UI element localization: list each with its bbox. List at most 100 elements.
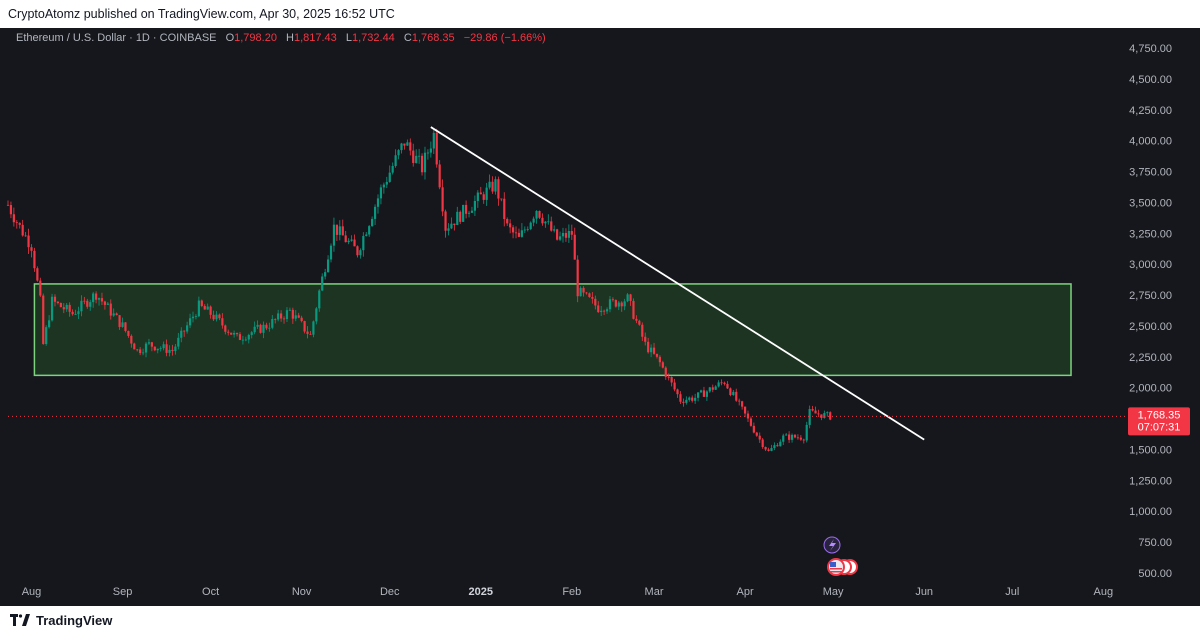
- last-price-tag: [1128, 407, 1190, 436]
- candle-body: [426, 152, 430, 154]
- candle-body: [829, 412, 832, 420]
- candle-body: [717, 382, 720, 387]
- candle-body: [699, 390, 703, 393]
- candle-body: [206, 306, 209, 310]
- lightning-event-icon[interactable]: [823, 536, 841, 554]
- candle-body: [714, 386, 717, 390]
- candle-body: [799, 437, 802, 440]
- candle-body: [761, 439, 764, 447]
- us-flag-event-icon[interactable]: [827, 558, 858, 576]
- candle-body: [603, 310, 606, 312]
- chart-frame[interactable]: Ethereum / U.S. Dollar · 1D · COINBASE O…: [0, 28, 1200, 606]
- candle-body: [476, 192, 479, 201]
- downtrend-line[interactable]: [430, 126, 925, 441]
- candle-body: [456, 211, 459, 226]
- x-tick-label: Nov: [292, 586, 312, 598]
- candle-body: [39, 280, 42, 296]
- candle-body: [415, 155, 418, 163]
- candle-body: [561, 232, 565, 237]
- x-tick-label: Oct: [202, 586, 219, 598]
- y-tick-label: 500.00: [1138, 568, 1172, 580]
- candle-body: [341, 226, 344, 236]
- candle-body: [817, 413, 820, 415]
- candle-body: [362, 235, 365, 251]
- candle-body: [500, 198, 503, 200]
- candle-body: [197, 300, 200, 317]
- candle-body: [212, 314, 215, 320]
- candle-body: [338, 226, 341, 235]
- candle-body: [180, 330, 183, 338]
- high-value: 1,817.43: [293, 32, 337, 44]
- candle-body: [556, 229, 559, 240]
- price-chart[interactable]: 500.00750.001,000.001,250.001,500.001,75…: [0, 28, 1200, 606]
- x-tick-label: Sep: [113, 586, 133, 598]
- candle-body: [162, 344, 165, 349]
- support-zone[interactable]: [33, 283, 1072, 377]
- candle-body: [459, 211, 462, 222]
- candle-body: [670, 377, 673, 383]
- candle-body: [538, 210, 541, 218]
- candle-body: [611, 299, 615, 301]
- candle-body: [48, 320, 51, 328]
- candle-body: [447, 228, 450, 231]
- candle-body: [676, 389, 679, 395]
- candle-body: [294, 315, 297, 319]
- candle-body: [614, 300, 617, 307]
- candle-body: [183, 330, 186, 332]
- candle-body: [729, 388, 732, 396]
- candle-body: [224, 325, 227, 332]
- candle-body: [796, 437, 800, 439]
- candle-body: [371, 218, 374, 227]
- candle-body: [779, 441, 782, 447]
- candle-body: [244, 339, 247, 341]
- candle-body: [230, 332, 233, 335]
- candle-body: [564, 232, 568, 238]
- candle-body: [174, 346, 177, 352]
- candle-body: [139, 349, 142, 354]
- candle-body: [600, 310, 603, 313]
- footer: TradingView: [0, 606, 1200, 634]
- x-tick-label: Aug: [22, 586, 42, 598]
- y-tick-label: 2,750.00: [1129, 290, 1172, 302]
- candle-body: [823, 413, 826, 418]
- candle-body: [412, 150, 415, 163]
- candle-body: [191, 316, 195, 319]
- candle-body: [808, 409, 811, 425]
- candle-body: [497, 179, 500, 199]
- y-tick-label: 3,000.00: [1129, 259, 1172, 271]
- candle-body: [685, 399, 688, 403]
- candle-body: [767, 449, 770, 451]
- candle-body: [641, 324, 644, 337]
- candle-body: [708, 387, 711, 392]
- candle-body: [406, 142, 409, 146]
- candle-body: [820, 414, 823, 418]
- candle-body: [514, 232, 518, 234]
- candle-body: [691, 397, 694, 401]
- candle-body: [735, 391, 738, 401]
- candle-body: [400, 143, 403, 151]
- candle-body: [491, 181, 494, 192]
- candle-body: [655, 353, 659, 357]
- candle-body: [441, 187, 444, 212]
- candle-body: [200, 300, 203, 307]
- candle-body: [215, 314, 218, 320]
- candle-body: [432, 132, 435, 149]
- candle-body: [793, 434, 797, 438]
- candle-body: [18, 222, 21, 225]
- candle-body: [171, 349, 174, 352]
- low-key: L: [345, 32, 352, 44]
- candle-body: [494, 179, 497, 192]
- candle-body: [344, 235, 347, 243]
- candle-body: [788, 434, 791, 440]
- candle-body: [350, 239, 353, 241]
- candle-body: [397, 150, 400, 156]
- candle-body: [576, 259, 579, 297]
- candle-body: [470, 210, 474, 213]
- candle-body: [253, 326, 256, 333]
- candle-body: [649, 347, 653, 353]
- candle-body: [382, 184, 385, 188]
- candle-body: [585, 292, 588, 294]
- candle-body: [523, 229, 526, 231]
- candle-body: [115, 313, 118, 316]
- candle-body: [588, 293, 591, 298]
